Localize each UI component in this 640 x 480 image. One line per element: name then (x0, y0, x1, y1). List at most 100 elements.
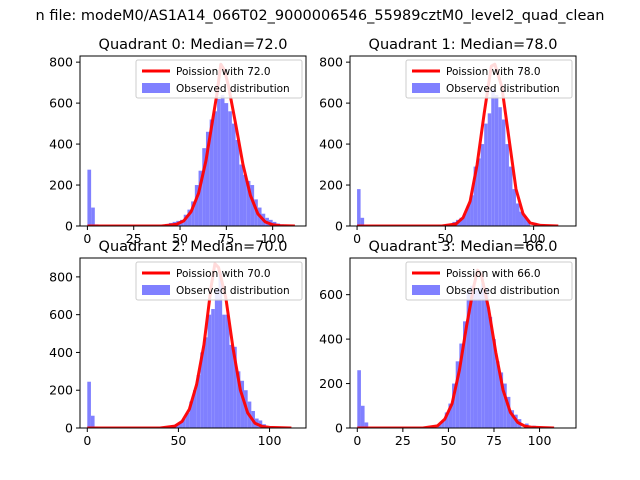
histogram-bar (484, 123, 488, 226)
y-tick-label: 0 (335, 421, 343, 436)
y-tick-label: 200 (319, 376, 343, 391)
legend-bar-swatch (412, 285, 440, 295)
axes-frame (79, 257, 307, 429)
histogram-bar (492, 339, 496, 428)
histogram-bar (239, 164, 244, 226)
legend-box (405, 59, 573, 99)
y-tick-label: 400 (49, 345, 73, 360)
histogram-bar (214, 288, 219, 428)
x-tick-label: 100 (528, 433, 552, 448)
y-tick-label: 600 (319, 287, 343, 302)
y-tick-label: 0 (335, 219, 343, 234)
histogram-bar (250, 185, 255, 226)
histogram-bar (213, 111, 218, 226)
y-tick-label: 400 (319, 137, 343, 152)
x-tick-label: 0 (83, 231, 91, 246)
y-tick-label: 800 (49, 55, 73, 70)
y-tick-label: 400 (319, 332, 343, 347)
histogram-bar (463, 213, 467, 226)
histogram-bar (360, 217, 365, 226)
histogram-bar (229, 344, 234, 428)
x-tick-label: 0 (353, 433, 361, 448)
histogram-bar (236, 371, 241, 428)
legend: Poission with 78.0 Observed distribution (405, 59, 573, 99)
histogram-bar (196, 375, 201, 428)
histogram-bar (218, 273, 223, 428)
histogram-bar (211, 309, 215, 428)
x-tick-label: 75 (218, 231, 234, 246)
histogram-bar (480, 144, 485, 226)
histogram-bar (246, 180, 251, 226)
histogram-bar (437, 424, 442, 428)
histogram-bar (357, 189, 361, 226)
histogram-bar (505, 144, 509, 226)
histogram-bar (501, 119, 506, 226)
histogram-bar (488, 316, 493, 428)
histogram-bar (91, 207, 95, 226)
y-tick-label: 600 (49, 307, 73, 322)
histogram-bars (357, 283, 551, 428)
x-tick-label: 50 (170, 433, 186, 448)
legend-box (135, 261, 303, 301)
x-tick-label: 25 (395, 433, 411, 448)
histogram-bar (193, 390, 197, 428)
subplot-quadrant-0: 0 25 50 75 100 0 200 400 600 800 Quadrant 0: Media… (49, 37, 307, 246)
histogram-bar (225, 314, 230, 428)
histogram-bar (364, 422, 369, 428)
histogram-bar (90, 415, 95, 428)
y-tick-label: 400 (49, 137, 73, 152)
histogram-bars (87, 94, 295, 226)
axes-frame (79, 55, 307, 227)
legend: Poission with 66.0 Observed distribution (405, 261, 573, 301)
legend-box (405, 261, 573, 301)
histogram-bar (494, 94, 499, 226)
histogram-bar (87, 381, 91, 428)
histogram-bar (512, 189, 516, 226)
histogram-bar (187, 209, 192, 226)
y-tick-label: 0 (65, 421, 73, 436)
histogram-bar (491, 88, 495, 226)
histogram-bar (209, 119, 214, 226)
legend-label-fit: Poission with 78.0 (446, 66, 541, 78)
x-tick-label: 50 (437, 231, 453, 246)
histogram-bar (202, 148, 206, 226)
histogram-bar (182, 418, 186, 428)
histogram-bar (217, 99, 221, 226)
histogram-bar (231, 123, 236, 226)
histogram-bar (220, 94, 225, 226)
y-tick-label: 200 (319, 178, 343, 193)
legend-label-fit: Poission with 66.0 (446, 268, 541, 280)
histogram-bar (503, 383, 507, 428)
histogram-bar (185, 412, 190, 428)
histogram-bar (470, 195, 474, 226)
histogram-bar (235, 139, 240, 226)
histogram-bar (495, 361, 500, 428)
histogram-bar (452, 383, 456, 428)
histogram-bar (228, 111, 232, 226)
histogram-bar (473, 166, 478, 226)
legend: Poission with 72.0 Observed distribution (135, 59, 303, 99)
histogram-bar (243, 174, 247, 226)
histogram-bar (240, 380, 245, 428)
histogram-bar (455, 361, 460, 428)
histogram-bar (473, 290, 478, 428)
histogram-bar (523, 215, 527, 226)
histogram-bar (444, 412, 449, 428)
legend-bar-swatch (142, 285, 170, 295)
histogram-bar (441, 421, 445, 428)
histogram-bar (448, 403, 453, 428)
legend-label-fit: Poission with 72.0 (176, 66, 271, 78)
histogram-bar (224, 103, 229, 226)
y-tick-label: 200 (49, 383, 73, 398)
histogram-bar (481, 283, 485, 428)
histogram-bar (466, 205, 471, 226)
histogram-bar (357, 370, 361, 428)
x-tick-label: 100 (261, 231, 285, 246)
histogram-bar (200, 352, 204, 428)
y-tick-label: 600 (319, 96, 343, 111)
subplot-quadrant-1: 0 50 100 0 200 400 600 800 Quadrant 1: Median=78… (319, 37, 577, 246)
histogram-bar (515, 203, 520, 226)
x-tick-label: 0 (353, 231, 361, 246)
histogram-bar (519, 211, 524, 226)
